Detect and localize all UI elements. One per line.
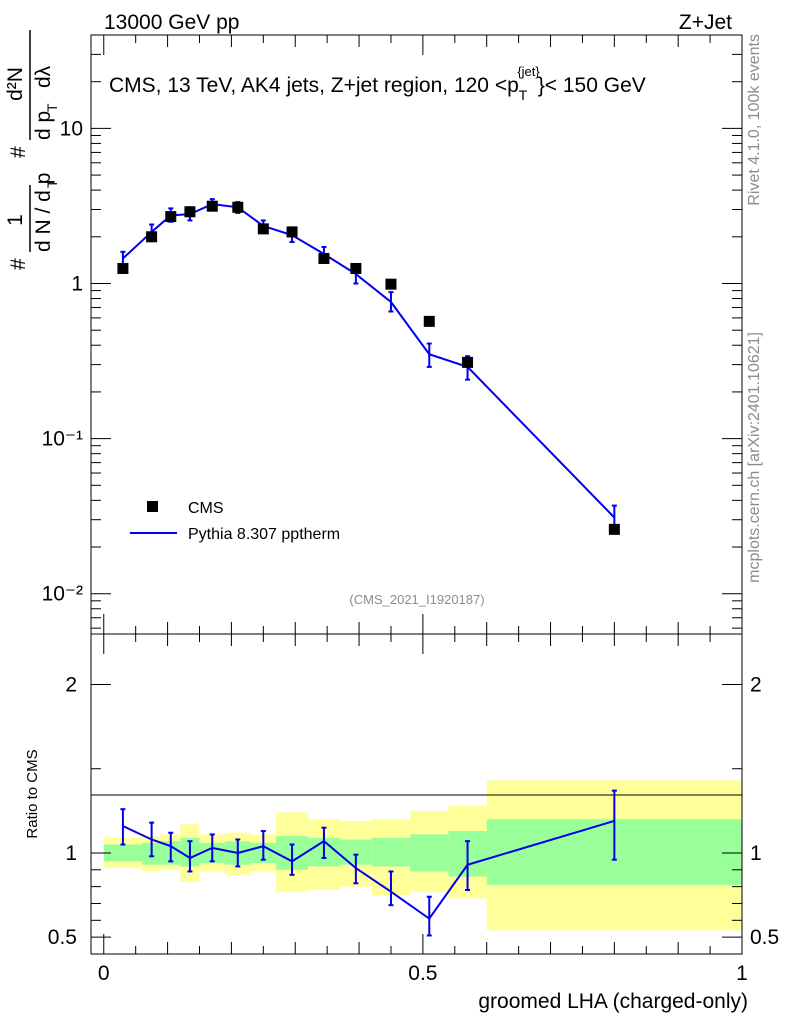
main-title-sup: {jet}: [517, 64, 540, 79]
ratio-y-tick-label-right: 1: [750, 842, 762, 865]
ylabel-hash-2: #: [7, 146, 30, 158]
main-y-label: # 1 d N / d p T # d²N d p T dλ: [4, 30, 60, 270]
main-title-prefix: CMS, 13 TeV, AK4 jets, Z+jet region, 120…: [109, 74, 519, 97]
rivet-info: Rivet 4.1.0, 100k events: [746, 34, 763, 206]
cms-data-point: [165, 211, 177, 223]
main-panel: 10⁻² 10⁻¹ 1 10 CMS, 13 TeV, AK4 jets, Z+jet…: [4, 30, 743, 635]
ylabel-dlambda: dλ: [32, 65, 55, 88]
main-title-sub: T: [519, 87, 528, 103]
cms-data-point: [206, 200, 218, 212]
ratio-y-tick-label-right: 0.5: [750, 926, 779, 949]
ratio-frame: [90, 633, 743, 955]
legend: CMS Pythia 8.307 pptherm: [130, 500, 340, 543]
ylabel-hash-1: #: [7, 258, 30, 270]
legend-marker-cms: [147, 501, 158, 512]
main-data-marks: [117, 198, 620, 535]
ylabel-T-2: T: [44, 103, 60, 112]
cms-data-point: [257, 223, 269, 235]
cms-data-point: [232, 201, 244, 213]
ylabel-one: 1: [4, 214, 27, 226]
ratio-y-tick-label-left: 0.5: [48, 926, 77, 949]
legend-label-pythia: Pythia 8.307 pptherm: [188, 526, 340, 543]
cms-data-point: [350, 262, 362, 274]
ylabel-dpT: d p: [32, 111, 55, 140]
x-tick-label: 1: [736, 962, 748, 985]
cms-data-point: [286, 226, 298, 238]
x-tick-label: 0.5: [408, 962, 437, 985]
main-y-tick-label: 1: [71, 273, 83, 296]
cms-data-point: [423, 315, 435, 327]
main-y-tick-label: 10⁻²: [42, 583, 83, 606]
ratio-band-inner: [410, 834, 449, 872]
cms-data-point: [117, 262, 129, 274]
ratio-axis-ticks: 0.5 0.51 12 20 0.5 1: [48, 634, 779, 985]
ratio-band-inner: [371, 837, 411, 867]
ratio-uncertainty-bands: [103, 780, 742, 931]
main-y-tick-label: 10⁻¹: [42, 428, 83, 451]
ratio-panel: 0.5 0.51 12 20 0.5 1 Ratio to CMS groomed LHA…: [24, 633, 779, 1013]
mc-series-line: [122, 203, 616, 519]
ratio-y-label: Ratio to CMS: [24, 749, 41, 838]
main-title: CMS, 13 TeV, AK4 jets, Z+jet region, 120…: [109, 64, 646, 103]
x-tick-label: 0: [98, 962, 110, 985]
ylabel-dN: d N / d p: [32, 173, 55, 252]
ylabel-d2N: d²N: [4, 67, 27, 101]
ratio-band-inner: [103, 844, 143, 862]
main-frame: [90, 34, 743, 635]
cms-data-point: [608, 523, 620, 535]
ratio-y-tick-label-left: 1: [65, 842, 77, 865]
main-axis-ticks: 10⁻² 10⁻¹ 1 10: [42, 34, 743, 634]
ratio-data-marks: [120, 789, 617, 937]
main-title-suffix: }< 150 GeV: [538, 74, 646, 97]
legend-label-cms: CMS: [188, 500, 224, 517]
main-y-tick-label: 10: [60, 117, 83, 140]
cms-data-point: [184, 206, 196, 218]
header-right: Z+Jet: [679, 11, 732, 34]
ratio-y-tick-label-left: 2: [65, 674, 77, 697]
header-left: 13000 GeV pp: [104, 11, 239, 34]
cms-data-point: [462, 356, 474, 368]
ylabel-T-1: T: [44, 179, 60, 188]
x-axis-label: groomed LHA (charged-only): [478, 990, 748, 1013]
cms-data-point: [385, 278, 397, 290]
cms-data-point: [146, 231, 158, 243]
ratio-y-tick-label-right: 2: [750, 674, 762, 697]
analysis-watermark: (CMS_2021_I1920187): [349, 592, 484, 607]
source-info: mcplots.cern.ch [arXiv:2401.10621]: [746, 332, 763, 583]
cms-data-point: [318, 252, 330, 264]
ratio-series-line: [122, 819, 615, 921]
